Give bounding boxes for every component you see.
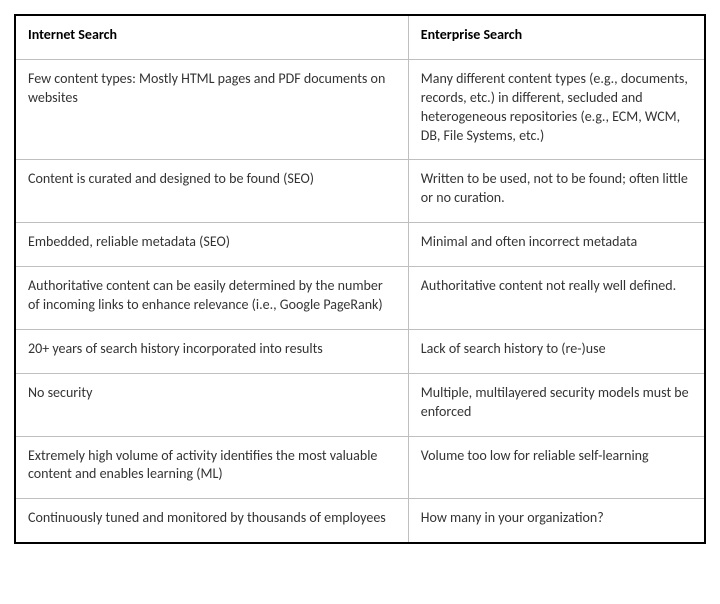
cell-internet: Extremely high volume of activity identi…: [15, 436, 408, 499]
cell-internet: Content is curated and designed to be fo…: [15, 160, 408, 223]
cell-internet: Few content types: Mostly HTML pages and…: [15, 59, 408, 160]
column-header-internet-search: Internet Search: [15, 15, 408, 59]
table-header-row: Internet Search Enterprise Search: [15, 15, 705, 59]
table-body: Few content types: Mostly HTML pages and…: [15, 59, 705, 543]
table-row: No security Multiple, multilayered secur…: [15, 373, 705, 436]
cell-enterprise: Minimal and often incorrect metadata: [408, 223, 705, 267]
table-row: Continuously tuned and monitored by thou…: [15, 499, 705, 543]
table-row: Content is curated and designed to be fo…: [15, 160, 705, 223]
cell-enterprise: Authoritative content not really well de…: [408, 267, 705, 330]
column-header-enterprise-search: Enterprise Search: [408, 15, 705, 59]
table-row: Few content types: Mostly HTML pages and…: [15, 59, 705, 160]
table-row: 20+ years of search history incorporated…: [15, 329, 705, 373]
table-row: Extremely high volume of activity identi…: [15, 436, 705, 499]
cell-internet: Authoritative content can be easily dete…: [15, 267, 408, 330]
comparison-table: Internet Search Enterprise Search Few co…: [14, 14, 706, 544]
table-row: Authoritative content can be easily dete…: [15, 267, 705, 330]
cell-enterprise: Multiple, multilayered security models m…: [408, 373, 705, 436]
cell-enterprise: Volume too low for reliable self-learnin…: [408, 436, 705, 499]
table-row: Embedded, reliable metadata (SEO) Minima…: [15, 223, 705, 267]
table-header: Internet Search Enterprise Search: [15, 15, 705, 59]
cell-internet: 20+ years of search history incorporated…: [15, 329, 408, 373]
cell-internet: Embedded, reliable metadata (SEO): [15, 223, 408, 267]
cell-enterprise: Lack of search history to (re-)use: [408, 329, 705, 373]
page-container: Internet Search Enterprise Search Few co…: [0, 0, 720, 558]
cell-enterprise: Written to be used, not to be found; oft…: [408, 160, 705, 223]
cell-enterprise: Many different content types (e.g., docu…: [408, 59, 705, 160]
cell-enterprise: How many in your organization?: [408, 499, 705, 543]
cell-internet: No security: [15, 373, 408, 436]
cell-internet: Continuously tuned and monitored by thou…: [15, 499, 408, 543]
